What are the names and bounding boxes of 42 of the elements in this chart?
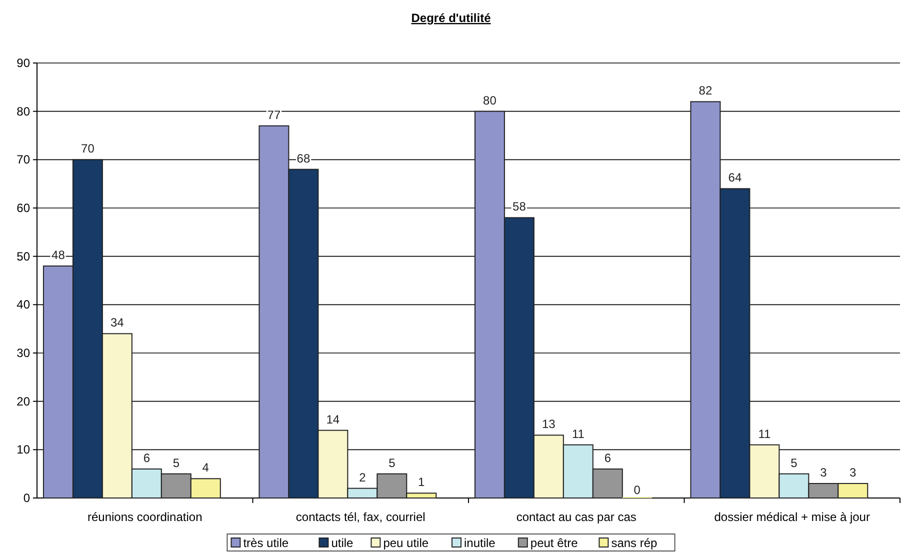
data-label: 3	[820, 466, 828, 480]
legend-label: inutile	[464, 536, 496, 550]
y-tick-label: 70	[16, 152, 30, 167]
chart-title: Degré d'utilité	[411, 11, 492, 25]
y-tick-label: 30	[16, 346, 30, 360]
x-tick-label: contact au cas par cas	[516, 510, 636, 524]
data-label: 4	[202, 460, 210, 475]
legend-label: peut être	[530, 536, 578, 550]
data-label: 3	[850, 466, 857, 480]
data-label: 0	[634, 483, 641, 497]
legend-label: très utile	[243, 536, 289, 550]
data-label: 77	[267, 108, 281, 122]
data-label: 1	[418, 475, 426, 490]
data-label: 11	[572, 426, 585, 441]
data-label: 82	[698, 84, 712, 98]
x-tick-label: réunions coordination	[88, 510, 202, 524]
data-label: 2	[359, 470, 366, 484]
data-label: 5	[790, 456, 798, 470]
data-label: 70	[81, 142, 95, 156]
legend-label: utile	[331, 536, 354, 550]
data-label: 5	[388, 456, 396, 470]
data-label: 11	[758, 426, 771, 441]
x-tick-label: contacts tél, fax, courriel	[296, 510, 426, 524]
x-tick-label: dossier médical + mise à jour	[714, 510, 870, 524]
data-label: 80	[483, 93, 497, 108]
y-tick-label: 90	[16, 56, 30, 70]
y-tick-label: 80	[16, 104, 30, 118]
data-label: 64	[728, 170, 742, 185]
data-label: 6	[604, 451, 612, 465]
data-label: 5	[172, 456, 180, 470]
y-tick-label: 60	[16, 201, 30, 215]
data-label: 6	[143, 451, 150, 465]
y-tick-label: 0	[23, 491, 30, 505]
legend-label: peu utile	[383, 536, 429, 550]
data-label: 13	[542, 417, 556, 432]
legend-label: sans rép	[611, 536, 658, 550]
data-label: 14	[326, 412, 340, 426]
y-tick-label: 50	[16, 249, 30, 264]
y-tick-label: 40	[16, 298, 30, 312]
data-label: 34	[110, 316, 124, 330]
y-tick-label: 10	[16, 442, 30, 457]
y-tick-label: 20	[16, 394, 30, 408]
